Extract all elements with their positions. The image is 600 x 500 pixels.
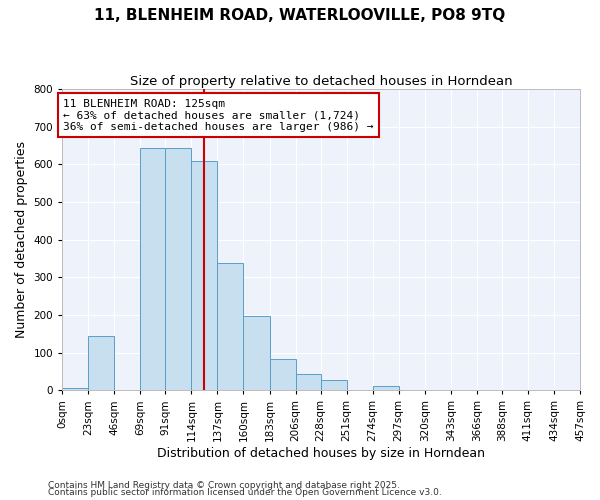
Bar <box>88 336 115 390</box>
Bar <box>166 148 191 390</box>
Bar <box>62 388 88 390</box>
Bar <box>296 374 320 390</box>
Bar <box>269 360 296 390</box>
X-axis label: Distribution of detached houses by size in Horndean: Distribution of detached houses by size … <box>157 447 485 460</box>
Text: Contains public sector information licensed under the Open Government Licence v3: Contains public sector information licen… <box>48 488 442 497</box>
Text: 11, BLENHEIM ROAD, WATERLOOVILLE, PO8 9TQ: 11, BLENHEIM ROAD, WATERLOOVILLE, PO8 9T… <box>94 8 506 22</box>
Bar <box>191 160 217 390</box>
Y-axis label: Number of detached properties: Number of detached properties <box>15 141 28 338</box>
Bar <box>373 386 399 390</box>
Bar <box>217 263 244 390</box>
Text: Contains HM Land Registry data © Crown copyright and database right 2025.: Contains HM Land Registry data © Crown c… <box>48 480 400 490</box>
Bar <box>140 148 166 390</box>
Title: Size of property relative to detached houses in Horndean: Size of property relative to detached ho… <box>130 75 512 88</box>
Text: 11 BLENHEIM ROAD: 125sqm
← 63% of detached houses are smaller (1,724)
36% of sem: 11 BLENHEIM ROAD: 125sqm ← 63% of detach… <box>64 98 374 132</box>
Bar <box>244 316 269 390</box>
Bar <box>320 380 347 390</box>
